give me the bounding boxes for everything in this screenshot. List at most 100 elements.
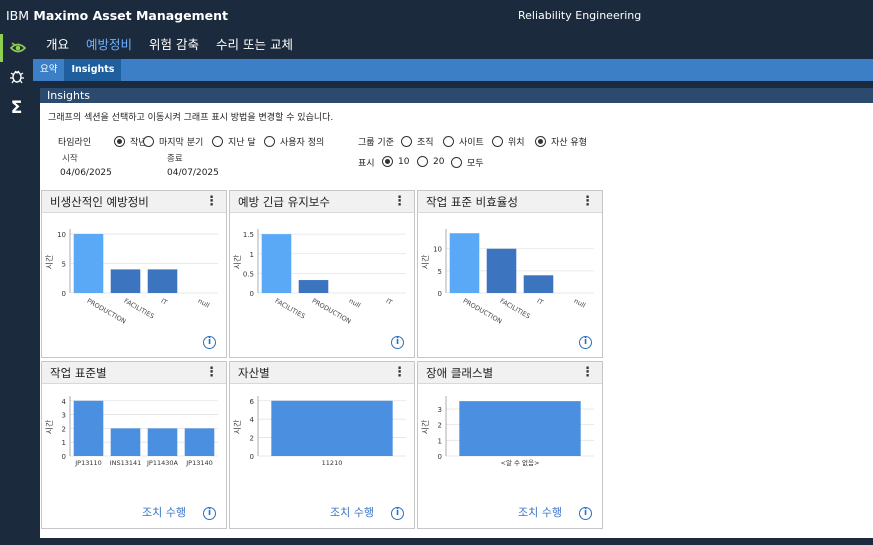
chart-card-emergency-maintenance: 예방 긴급 유지보수 ⋮ 0 0.5 1 1.5 시간 FACILITIES PRODUCTI… bbox=[229, 190, 415, 358]
overflow-menu-icon[interactable]: ⋮ bbox=[581, 365, 594, 380]
y-tick-label: 10 bbox=[57, 231, 66, 239]
eye-icon[interactable] bbox=[0, 34, 33, 62]
start-date[interactable]: 04/06/2025 bbox=[60, 168, 112, 178]
chart-card-unproductive-pm: 비생산적인 예방정비 ⋮ 0 5 10 시간 PRODUCTION FACILITIES IT… bbox=[41, 190, 227, 358]
chart-by-failure-class[interactable]: 0 1 2 3 시간 <알 수 없음> bbox=[418, 384, 604, 530]
bar bbox=[110, 269, 141, 293]
chart-by-asset[interactable]: 0 2 4 6 시간 11210 bbox=[230, 384, 416, 530]
take-action-button[interactable]: 조치 수행 bbox=[330, 506, 374, 519]
y-tick-label: 0 bbox=[438, 453, 442, 461]
y-tick-label: 1 bbox=[438, 437, 442, 445]
brand-logo[interactable]: IBM Maximo Asset Management bbox=[6, 8, 228, 23]
display-option-10[interactable]: 10 bbox=[382, 156, 409, 167]
start-label: 시작 bbox=[62, 154, 78, 164]
bar bbox=[147, 428, 178, 456]
display-label: 표시 bbox=[358, 159, 375, 169]
y-tick-label: 2 bbox=[438, 422, 442, 430]
x-tick-label: IT bbox=[385, 297, 394, 307]
tab-overview[interactable]: 개요 bbox=[46, 37, 70, 52]
info-icon[interactable]: i bbox=[203, 336, 216, 349]
tab-risk-mitigation[interactable]: 위험 감축 bbox=[149, 37, 200, 52]
y-tick-label: 2 bbox=[62, 425, 66, 433]
panel-description: 그래프의 섹션을 선택하고 이동시켜 그래프 표시 방법을 변경할 수 있습니다… bbox=[48, 113, 334, 123]
bar bbox=[298, 280, 329, 293]
subtab-summary[interactable]: 요약 bbox=[40, 64, 58, 75]
card-title: 장애 클래스별 ⋮ bbox=[418, 362, 602, 384]
y-tick-label: 4 bbox=[250, 416, 255, 424]
timeline-option-last-month[interactable]: 지난 달 bbox=[212, 135, 256, 148]
display-option-all[interactable]: 모두 bbox=[451, 156, 484, 169]
tab-repair-or-replace[interactable]: 수리 또는 교체 bbox=[216, 37, 293, 52]
info-icon[interactable]: i bbox=[203, 507, 216, 520]
panel-title: Insights bbox=[40, 88, 873, 103]
y-tick-label: 6 bbox=[250, 398, 255, 406]
info-icon[interactable]: i bbox=[391, 507, 404, 520]
info-icon[interactable]: i bbox=[391, 336, 404, 349]
end-date[interactable]: 04/07/2025 bbox=[167, 168, 219, 178]
overflow-menu-icon[interactable]: ⋮ bbox=[393, 194, 406, 209]
group-by-label: 그룹 기준 bbox=[358, 138, 394, 148]
subtab-insights[interactable]: Insights bbox=[64, 59, 122, 81]
x-tick-label: PRODUCTION bbox=[311, 297, 353, 326]
take-action-button[interactable]: 조치 수행 bbox=[142, 506, 186, 519]
bar bbox=[147, 269, 178, 293]
chart-card-by-job-plan: 작업 표준별 ⋮ 0 1 2 3 4 시간 JP13110 INS13141 JP11430A JP… bbox=[41, 361, 227, 529]
card-title: 작업 표준별 ⋮ bbox=[42, 362, 226, 384]
x-tick-label: FACILITIES bbox=[274, 297, 307, 321]
y-tick-label: 3 bbox=[62, 412, 66, 420]
card-title: 자산별 ⋮ bbox=[230, 362, 414, 384]
y-axis-label: 시간 bbox=[44, 419, 54, 434]
bar bbox=[261, 234, 292, 293]
display-option-20[interactable]: 20 bbox=[417, 156, 444, 167]
overflow-menu-icon[interactable]: ⋮ bbox=[205, 365, 218, 380]
overflow-menu-icon[interactable]: ⋮ bbox=[205, 194, 218, 209]
x-tick-label: JP13110 bbox=[74, 459, 102, 467]
bar bbox=[271, 400, 393, 456]
timeline-option-last-quarter[interactable]: 마지막 분기 bbox=[143, 135, 203, 148]
group-option-location[interactable]: 위치 bbox=[492, 135, 525, 148]
y-axis-label: 시간 bbox=[232, 254, 242, 269]
overflow-menu-icon[interactable]: ⋮ bbox=[581, 194, 594, 209]
group-option-asset-type[interactable]: 자산 유형 bbox=[535, 135, 587, 148]
radio-icon bbox=[443, 136, 454, 147]
info-icon[interactable]: i bbox=[579, 336, 592, 349]
y-axis-label: 시간 bbox=[44, 254, 54, 269]
x-tick-label: INS13141 bbox=[110, 459, 142, 467]
x-tick-label: FACILITIES bbox=[123, 297, 156, 321]
chart-by-job-plan[interactable]: 0 1 2 3 4 시간 JP13110 INS13141 JP11430A JP13140 bbox=[42, 384, 228, 530]
take-action-button[interactable]: 조치 수행 bbox=[518, 506, 562, 519]
x-tick-label: null bbox=[573, 297, 587, 310]
y-axis-label: 시간 bbox=[232, 419, 242, 434]
info-icon[interactable]: i bbox=[579, 507, 592, 520]
y-tick-label: 0.5 bbox=[243, 270, 254, 278]
group-option-site[interactable]: 사이트 bbox=[443, 135, 484, 148]
sigma-icon[interactable]: Σ bbox=[10, 98, 23, 118]
main-tab-bar: 개요 예방정비 위험 감축 수리 또는 교체 bbox=[46, 32, 310, 61]
y-tick-label: 0 bbox=[250, 453, 254, 461]
timeline-label: 타임라인 bbox=[58, 138, 92, 148]
y-tick-label: 3 bbox=[438, 406, 442, 414]
application-title: Reliability Engineering bbox=[518, 9, 642, 22]
top-bar: IBM Maximo Asset Management Reliability … bbox=[0, 0, 873, 30]
x-tick-label: null bbox=[348, 297, 362, 310]
y-tick-label: 0 bbox=[62, 290, 66, 298]
x-tick-label: IT bbox=[160, 297, 169, 307]
bar bbox=[184, 428, 215, 456]
radio-icon bbox=[212, 136, 223, 147]
overflow-menu-icon[interactable]: ⋮ bbox=[393, 365, 406, 380]
y-tick-label: 5 bbox=[438, 268, 442, 276]
tab-preventive-maintenance[interactable]: 예방정비 bbox=[86, 32, 133, 61]
timeline-option-custom[interactable]: 사용자 정의 bbox=[264, 135, 324, 148]
bug-icon[interactable] bbox=[0, 62, 33, 90]
x-tick-label: <알 수 없음> bbox=[501, 458, 540, 467]
bar bbox=[73, 400, 104, 456]
x-tick-label: PRODUCTION bbox=[462, 297, 504, 326]
group-option-org[interactable]: 조직 bbox=[401, 135, 434, 148]
timeline-option-last-year[interactable]: 작년 bbox=[114, 135, 147, 148]
y-tick-label: 0 bbox=[250, 290, 254, 298]
x-tick-label: FACILITIES bbox=[499, 297, 532, 321]
radio-icon bbox=[451, 157, 462, 168]
